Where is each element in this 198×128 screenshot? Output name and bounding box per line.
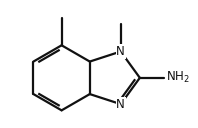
Text: NH$_2$: NH$_2$ (167, 70, 190, 85)
Text: N: N (116, 45, 125, 58)
Text: N: N (116, 98, 125, 111)
